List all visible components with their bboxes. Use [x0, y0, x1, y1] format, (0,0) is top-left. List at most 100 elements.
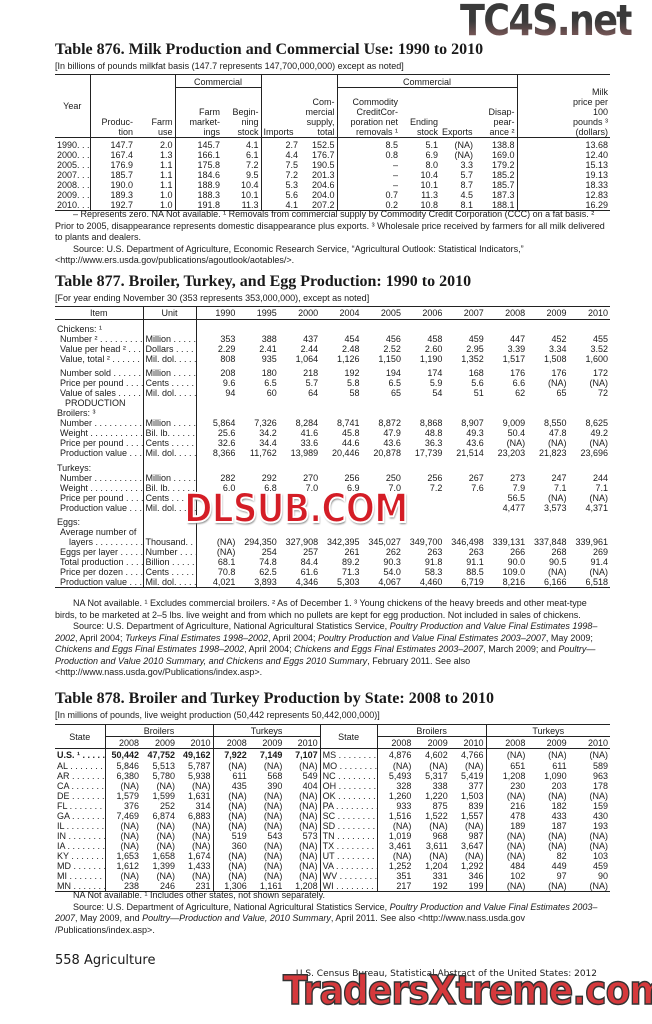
value-cell: 968: [432, 830, 448, 841]
table-row: CA(NA)(NA)(NA)435390404OH328338377230203…: [55, 780, 610, 791]
value-cell: 61.6: [300, 567, 319, 578]
table-row: 2000. . . 167.4 1.3 166.1 6.1 4.4 176.7 0.8 6.9 (…: [55, 150, 610, 160]
value-cell: 178: [592, 780, 608, 791]
value-cell: (NA): [216, 537, 236, 548]
col-disappearance: Disap- pear- ance ²: [475, 87, 518, 138]
table-row: IA(NA)(NA)(NA)360(NA)(NA)TX3,4613,6113,6…: [55, 840, 610, 851]
value-cell: (NA): [120, 870, 140, 881]
unit-cell: Cents: [143, 438, 197, 449]
value-cell: (NA): [506, 790, 526, 801]
table-row: KY1,6531,6581,674(NA)(NA)(NA)UT(NA)(NA)(…: [55, 850, 610, 861]
value-cell: 8.7: [460, 180, 474, 190]
value-cell: 4.5: [460, 190, 474, 200]
table-878-subtitle: [In millions of pounds, live weight prod…: [55, 710, 380, 720]
value-cell: 17,739: [414, 448, 443, 459]
value-cell: 103: [592, 850, 608, 861]
note-text: , April 2011. See also <http://www.nass.…: [55, 913, 526, 935]
unit-cell: [143, 526, 197, 537]
value-cell: (NA): [284, 800, 321, 811]
value-cell: (NA): [228, 820, 247, 831]
value-cell: 10.4: [420, 170, 439, 180]
value-cell: (NA): [120, 830, 140, 841]
table-row: GA7,4696,8746,883(NA)(NA)(NA)SC1,5161,52…: [55, 810, 610, 821]
value-cell: 5,419: [449, 770, 487, 781]
value-cell: [403, 459, 444, 473]
value-cell: 263: [427, 547, 443, 558]
value-cell: 58: [349, 387, 360, 398]
value-cell: 935: [261, 353, 277, 364]
value-cell: 188.3: [197, 190, 220, 200]
value-cell: [527, 459, 568, 473]
value-cell: 208: [220, 367, 236, 378]
table-row: Production valueMil. dol. 4,021 3,893 4,346…: [55, 577, 610, 588]
value-cell: 23,203: [497, 448, 526, 459]
value-cell: 65: [390, 387, 401, 398]
note-text: Poultry Production and Value Final Estim…: [318, 632, 546, 643]
unit-cell: Billion: [143, 557, 197, 568]
value-cell: (NA): [589, 840, 609, 851]
note-text: NA Not available. ¹ Includes other state…: [73, 890, 325, 900]
value-cell: [320, 408, 361, 418]
value-cell: 314: [177, 800, 214, 811]
value-cell: 1,557: [449, 810, 487, 821]
value-cell: 21,514: [456, 448, 484, 459]
value-cell: 519: [231, 830, 247, 841]
col-ending-stock: Ending stock: [409, 117, 439, 137]
table-876: Year Produc- tion Farm use Commercial Im…: [55, 74, 611, 211]
value-cell: [279, 398, 320, 408]
item-cell: Eggs per layer: [55, 547, 144, 558]
value-cell: (NA): [263, 800, 283, 811]
item-cell: Value, total ²: [55, 353, 144, 364]
value-cell: 3,573: [543, 502, 567, 513]
value-cell: (NA): [263, 870, 283, 881]
year-cell: 2000. . .: [55, 150, 91, 160]
value-cell: 1,064: [295, 353, 319, 364]
source-note: Source: U.S. Department of Agriculture, …: [55, 244, 610, 267]
value-cell: (NA): [177, 780, 214, 791]
value-cell: 6,380: [116, 770, 139, 781]
col-farm-marketings: Farm market- ings: [189, 107, 220, 137]
value-cell: 589: [592, 760, 608, 771]
value-cell: 12.83: [585, 190, 609, 200]
unit-cell: [143, 319, 197, 334]
value-cell: 21,823: [538, 448, 567, 459]
value-cell: (NA): [284, 840, 321, 851]
value-cell: 7,149: [259, 749, 283, 760]
value-cell: –: [393, 180, 399, 190]
value-cell: 456: [385, 333, 401, 344]
value-cell: 1,653: [116, 850, 139, 861]
value-cell: 194: [385, 367, 401, 378]
state-cell: MO: [320, 760, 378, 771]
value-cell: 12.40: [585, 150, 609, 160]
value-cell: 273: [510, 472, 526, 483]
value-cell: (NA): [263, 810, 283, 821]
value-cell: 91.8: [424, 557, 443, 568]
value-cell: 6,883: [177, 810, 214, 821]
item-cell: Number ²: [55, 333, 144, 344]
value-cell: 327,908: [285, 537, 319, 548]
value-cell: 543: [267, 830, 283, 841]
value-cell: 430: [592, 810, 608, 821]
value-cell: 182: [551, 800, 567, 811]
value-cell: 7.2: [429, 482, 443, 493]
value-cell: (NA): [429, 760, 448, 771]
value-cell: (NA): [548, 749, 567, 760]
value-cell: 1.0: [135, 200, 176, 211]
value-cell: 1,600: [585, 353, 608, 364]
unit-cell: Cents: [143, 492, 197, 503]
col-state-right: State: [320, 724, 378, 749]
item-cell: Turkeys:: [55, 458, 144, 473]
note-text: Turkeys Final Estimates 1998–2002: [125, 632, 268, 643]
state-cell: TX: [320, 840, 378, 851]
value-cell: 1.1: [135, 160, 176, 170]
value-cell: [196, 459, 237, 473]
value-cell: [279, 459, 320, 473]
item-cell: Value per head ²: [55, 343, 144, 354]
col-turkeys-2009: 2009: [546, 737, 567, 748]
state-cell: MI: [55, 870, 106, 881]
value-cell: 262: [385, 547, 401, 558]
page-footer-source: U.S. Census Bureau, Statistical Abstract…: [295, 969, 597, 979]
value-cell: 1,126: [337, 353, 360, 364]
value-cell: 263: [468, 547, 484, 558]
value-cell: 8,550: [543, 418, 567, 429]
